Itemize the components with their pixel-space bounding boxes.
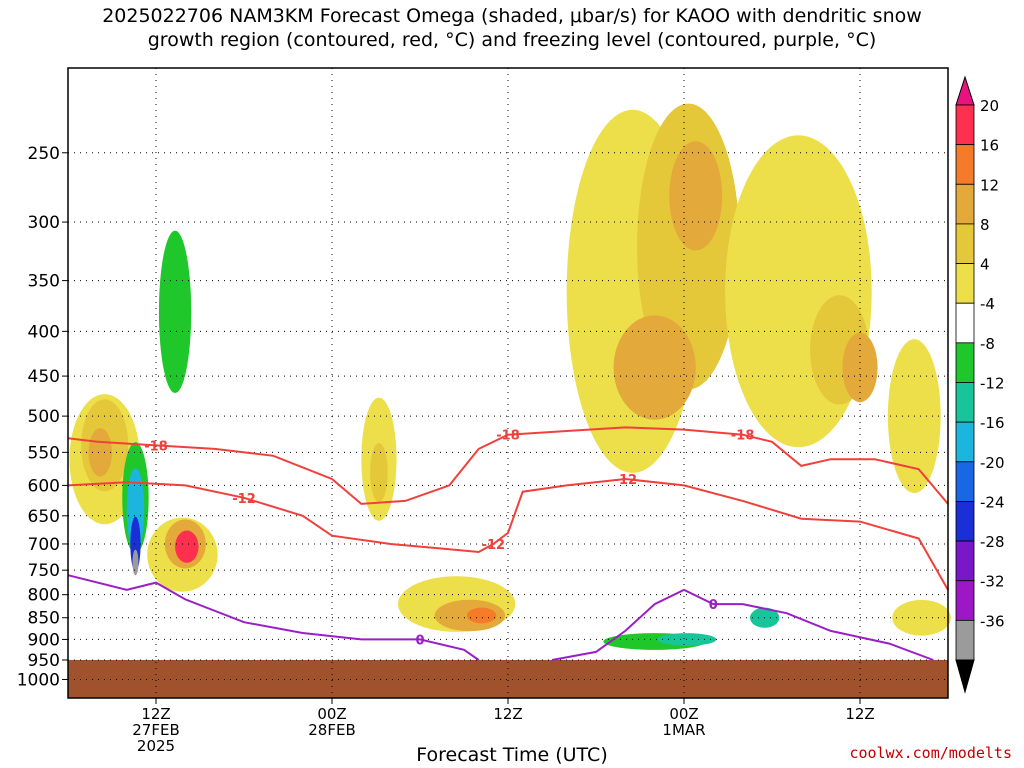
freezing-level-contour-1 (67, 574, 480, 661)
colorbar-label-8: -16 (980, 414, 1005, 432)
x-tick-label-0-2: 2025 (137, 737, 175, 755)
colorbar-swatch-8 (955, 421, 975, 463)
colorbar-label-2: 12 (980, 176, 999, 194)
x-tick-label-0-1: 27FEB (132, 721, 179, 739)
x-tick-label-2-0: 12Z (493, 705, 522, 723)
y-tick-label-850: 850 (28, 609, 60, 629)
dendritic-contour-minus18-label-2: -18 (731, 429, 755, 444)
colorbar-swatch-10 (955, 501, 975, 542)
colorbar-bottom-arrow (955, 659, 975, 694)
x-tick-label-1-0: 00Z (317, 705, 346, 723)
dendritic-contour-minus18 (67, 426, 949, 505)
colorbar-swatch-5 (955, 302, 975, 344)
chart-title-line-2: growth region (contoured, red, °C) and f… (147, 29, 877, 51)
omega-cell-7 (158, 230, 192, 394)
omega-cell-6 (132, 549, 139, 576)
y-tick-label-450: 450 (28, 367, 60, 387)
omega-cell-2 (88, 428, 113, 477)
credit-link[interactable]: coolwx.com/modelts (849, 744, 1012, 762)
omega-cell-19 (669, 141, 723, 251)
y-tick-label-750: 750 (28, 561, 60, 581)
x-tick-label-3-1: 1MAR (662, 721, 705, 739)
dendritic-contour-minus18-label-1: -18 (496, 429, 520, 444)
x-tick-label-0-0: 12Z (141, 705, 170, 723)
colorbar-swatch-3 (955, 223, 975, 264)
colorbar-label-1: 16 (980, 137, 999, 155)
colorbar-label-4: 4 (980, 256, 990, 274)
omega-cell-10 (175, 530, 199, 563)
chart-title-line-1: 2025022706 NAM3KM Forecast Omega (shaded… (102, 5, 922, 27)
ground-fill (68, 659, 948, 698)
y-tick-label-650: 650 (28, 507, 60, 527)
y-tick-label-900: 900 (28, 630, 60, 650)
colorbar-swatch-2 (955, 183, 975, 225)
dendritic-contour-minus12-label-0: -12 (232, 492, 256, 507)
y-tick-label-250: 250 (28, 144, 60, 164)
omega-cell-18 (613, 315, 696, 420)
colorbar-top-arrow (955, 75, 975, 106)
omega-cell-24 (892, 599, 951, 636)
colorbar-swatch-9 (955, 461, 975, 502)
colorbar-swatch-7 (955, 382, 975, 423)
y-tick-label-350: 350 (28, 272, 60, 292)
x-tick-label-4-0: 12Z (845, 705, 874, 723)
y-tick-label-1000: 1000 (17, 670, 60, 690)
omega-cell-12 (370, 442, 388, 503)
freezing-level-contour-2-label-0: 0 (709, 598, 718, 613)
colorbar-swatch-13 (955, 619, 975, 661)
colorbar-label-6: -8 (980, 335, 995, 353)
colorbar-swatch-0 (955, 104, 975, 146)
dendritic-contour-minus12 (67, 477, 949, 591)
colorbar-label-0: 20 (980, 97, 999, 115)
omega-cell-15 (466, 607, 497, 624)
dendritic-contour-minus12-label-1: -12 (482, 538, 506, 553)
freezing-level-contour-2 (551, 588, 934, 661)
y-tick-label-600: 600 (28, 476, 60, 496)
colorbar-label-10: -24 (980, 493, 1005, 511)
chart-title: 2025022706 NAM3KM Forecast Omega (shaded… (0, 4, 1024, 52)
colorbar-label-7: -12 (980, 375, 1005, 393)
y-tick-label-950: 950 (28, 651, 60, 671)
freezing-level-contour-1-label-0: 0 (415, 633, 424, 648)
y-tick-label-700: 700 (28, 535, 60, 555)
colorbar-label-9: -20 (980, 454, 1005, 472)
x-axis-label: Forecast Time (UTC) (416, 744, 608, 766)
x-tick-label-3-0: 00Z (669, 705, 698, 723)
colorbar-swatch-1 (955, 144, 975, 185)
y-tick-label-300: 300 (28, 213, 60, 233)
dendritic-contour-minus18-label-0: -18 (144, 439, 168, 454)
colorbar-swatch-4 (955, 263, 975, 304)
colorbar-label-12: -32 (980, 573, 1005, 591)
dendritic-contour-minus12-label-2: -12 (614, 473, 638, 488)
colorbar-label-11: -28 (980, 533, 1005, 551)
colorbar-label-3: 8 (980, 216, 990, 234)
colorbar-swatch-11 (955, 540, 975, 582)
colorbar-swatch-12 (955, 580, 975, 621)
y-tick-label-550: 550 (28, 443, 60, 463)
colorbar-label-13: -36 (980, 612, 1005, 630)
omega-cell-22 (842, 332, 878, 403)
y-tick-label-800: 800 (28, 586, 60, 606)
x-tick-label-1-1: 28FEB (308, 721, 355, 739)
colorbar-swatch-6 (955, 342, 975, 383)
y-tick-label-500: 500 (28, 407, 60, 427)
y-tick-label-400: 400 (28, 322, 60, 342)
colorbar-label-5: -4 (980, 295, 995, 313)
